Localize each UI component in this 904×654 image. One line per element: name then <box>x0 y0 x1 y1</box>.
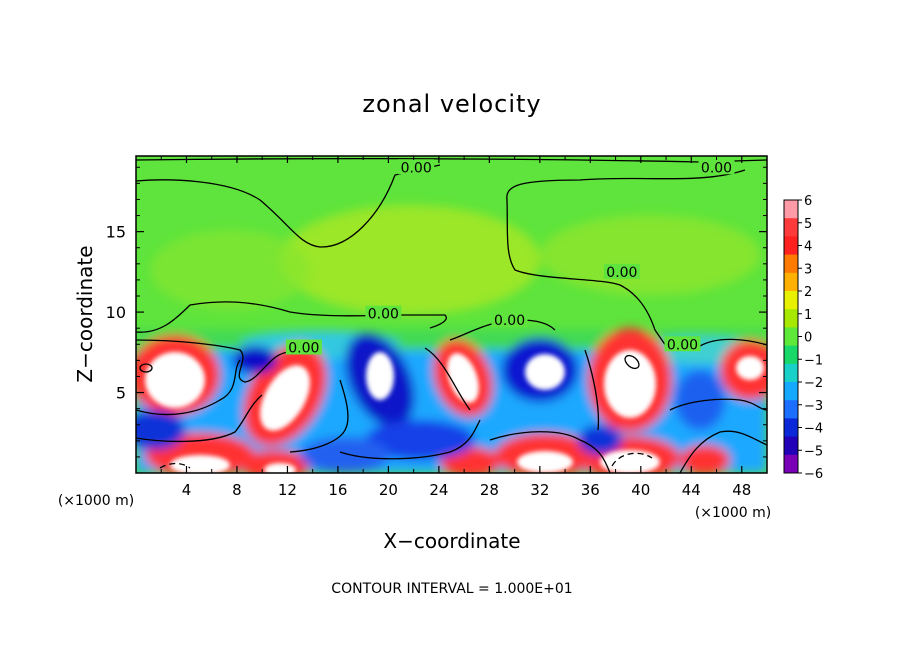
colorbar-swatch <box>784 254 798 274</box>
colorbar-tick-label: −4 <box>804 422 823 437</box>
colorbar-swatch <box>784 418 798 438</box>
x-tick-label: 44 <box>682 481 701 499</box>
colorbar-tick-label: −2 <box>804 376 823 391</box>
x-axis: 4 8 12 16 20 24 28 32 36 40 44 48 <box>160 156 751 499</box>
colorbar-swatch <box>784 454 798 474</box>
colorbar-swatch <box>784 345 798 365</box>
x-tick-label: 28 <box>480 481 499 499</box>
contour-interval-note: CONTOUR INTERVAL = 1.000E+01 <box>331 581 572 597</box>
colorbar-swatch <box>784 363 798 383</box>
x-tick-label: 48 <box>732 481 751 499</box>
colorbar-swatch <box>784 400 798 419</box>
y-axis: 5 10 15 <box>106 166 767 458</box>
contour-label-bg <box>698 159 735 175</box>
contour-label: 0.00 <box>288 340 319 356</box>
x-tick-label: 40 <box>631 481 650 499</box>
colorbar-tick-label: 0 <box>804 331 812 346</box>
contour-label-bg <box>491 312 528 328</box>
x-tick-label: 32 <box>530 481 549 499</box>
contour-label-bg <box>398 159 435 175</box>
colorbar-tick-label: 1 <box>804 308 812 323</box>
chart-title: zonal velocity <box>362 90 541 118</box>
y-tick-label: 10 <box>106 303 126 322</box>
contour-label-bg <box>365 305 402 321</box>
colorbar-tick-label: −5 <box>804 444 823 459</box>
contour-label-bg <box>664 336 701 352</box>
y-tick-label: 5 <box>116 384 126 403</box>
contour-label-bg <box>285 339 322 355</box>
x-tick-label: 24 <box>429 481 448 499</box>
colorbar-swatch <box>784 291 798 310</box>
contour-label: 0.00 <box>701 160 732 176</box>
colorbar-swatch <box>784 309 798 328</box>
colorbar-swatch <box>784 200 798 219</box>
x-axis-title: X−coordinate <box>383 529 520 553</box>
contour-labels: 0.00 0.00 0.00 0.00 0.00 0.00 0.00 <box>285 159 735 356</box>
x-tick-label: 8 <box>232 481 242 499</box>
colorbar-tick-label: −3 <box>804 399 823 414</box>
colorbar-tick-label: −1 <box>804 353 823 368</box>
x-tick-label: 36 <box>581 481 600 499</box>
x-tick-label: 16 <box>328 481 347 499</box>
colorbar-tick-label: 2 <box>804 285 812 300</box>
colorbar-tick-label: 6 <box>804 194 812 209</box>
colorbar: 6 5 4 3 2 1 0 −1 −2 −3 −4 −5 −6 <box>783 194 823 482</box>
contour-label-bg <box>603 263 640 279</box>
x-tick-label: 20 <box>379 481 398 499</box>
colorbar-tick-label: 4 <box>804 240 812 255</box>
colorbar-swatch <box>784 236 798 256</box>
x-unit-label-left: (×1000 m) <box>58 493 134 509</box>
colorbar-tick-label: 3 <box>804 262 812 277</box>
x-unit-label-right: (×1000 m) <box>695 505 771 521</box>
contour-label: 0.00 <box>494 313 525 329</box>
x-tick-label: 12 <box>278 481 297 499</box>
colorbar-swatch <box>784 272 798 292</box>
colorbar-tick-label: −6 <box>804 467 823 482</box>
contour-lines <box>136 158 767 473</box>
y-axis-title: Z−coordinate <box>73 245 97 382</box>
y-tick-label: 15 <box>106 223 126 242</box>
x-tick-label: 4 <box>182 481 192 499</box>
colorbar-swatch <box>784 327 798 347</box>
colorbar-swatch <box>784 382 798 401</box>
colorbar-swatch <box>784 218 798 237</box>
contour-label: 0.00 <box>606 265 637 281</box>
colorbar-swatch <box>784 436 798 456</box>
contour-label: 0.00 <box>401 160 432 176</box>
contour-label: 0.00 <box>368 307 399 323</box>
plot-frame <box>135 155 768 474</box>
contour-label: 0.00 <box>667 337 698 353</box>
colorbar-tick-label: 5 <box>804 217 812 232</box>
velocity-field <box>136 156 767 473</box>
